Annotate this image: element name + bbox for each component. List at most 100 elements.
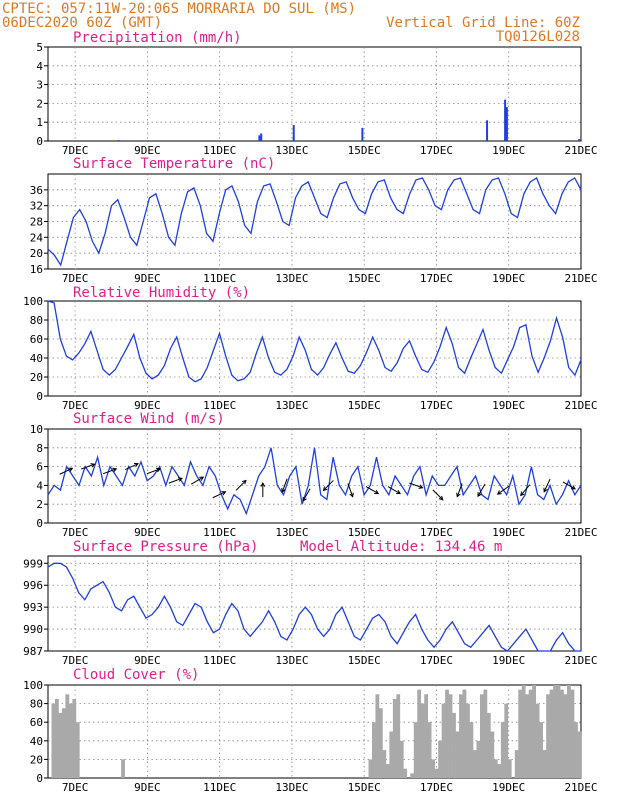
wind-wind-arrowhead (477, 492, 482, 498)
cloud-xtick-label: 19DEC (492, 781, 525, 794)
cloud-cloud-bar (65, 694, 70, 778)
wind-wind-arrowhead (241, 479, 247, 485)
temp-xtick-label: 21DEC (564, 272, 597, 285)
cloud-cloud-bar (382, 750, 387, 778)
press-frame (47, 555, 582, 652)
cloud-cloud-bar (448, 694, 453, 778)
precip-xtick-label: 7DEC (62, 144, 89, 157)
cloud-cloud-bar (375, 694, 380, 778)
precip-bar (117, 140, 120, 141)
wind-wind-arrowhead (438, 495, 444, 501)
cloud-cloud-bar (493, 759, 498, 778)
wind-wind-arrow (302, 488, 311, 502)
rh-xtick-label: 13DEC (275, 399, 308, 412)
temp-ytick-label: 16 (30, 263, 43, 276)
cloud-cloud-bar (549, 689, 554, 778)
cloud-cloud-bar (396, 694, 401, 778)
wind-wind-arrowhead (456, 492, 461, 498)
wind-wind-arrowhead (199, 476, 205, 481)
wind-wind-arrowhead (260, 482, 266, 487)
cloud-cloud-bar (72, 698, 77, 778)
cloud-cloud-bar (528, 689, 533, 778)
press-xtick-label: 17DEC (420, 654, 453, 667)
wind-xtick-label: 21DEC (564, 526, 597, 539)
cloud-cloud-bar (466, 703, 470, 778)
cloud-cloud-bar (479, 694, 484, 778)
cloud-cloud-bar (371, 722, 376, 778)
rh-xtick-label: 17DEC (420, 399, 453, 412)
precip-bar (578, 139, 581, 141)
cloud-cloud-bar (392, 698, 397, 778)
wind-wind-arrowhead (302, 496, 307, 502)
wind-wind-arrowhead (177, 477, 183, 482)
rh-series-line (47, 300, 582, 383)
press-xtick-label: 13DEC (275, 654, 308, 667)
cloud-cloud-bar (368, 759, 373, 778)
cloud-cloud-bar (504, 703, 509, 778)
temp-xtick-label: 7DEC (62, 272, 89, 285)
cloud-cloud-bar (577, 731, 582, 778)
wind-wind-arrowhead (156, 467, 162, 473)
wind-wind-arrowhead (281, 487, 286, 493)
cloud-cloud-bar (462, 689, 467, 778)
wind-wind-arrow (347, 483, 354, 497)
wind-wind-arrow (477, 483, 486, 497)
press-ytick-label: 987 (23, 645, 43, 658)
cloud-cloud-bar (424, 694, 429, 778)
cloud-xtick-label: 11DEC (203, 781, 236, 794)
precip-bar (258, 135, 261, 141)
rh-xtick-label: 19DEC (492, 399, 525, 412)
cloud-xtick-label: 17DEC (420, 781, 453, 794)
cloud-cloud-bar (521, 685, 526, 778)
temp-ytick-label: 32 (30, 200, 43, 213)
wind-wind-arrow (168, 477, 183, 484)
cloud-xtick-label: 21DEC (564, 781, 597, 794)
wind-xtick-label: 9DEC (134, 526, 161, 539)
press-altitude-note: Model Altitude: 134.46 m (300, 539, 502, 555)
cloud-cloud-bar (570, 689, 575, 778)
wind-wind-arrowhead (90, 463, 96, 468)
wind-wind-arrow (562, 481, 576, 490)
cloud-cloud-bar (455, 731, 460, 778)
press-xtick-label: 19DEC (492, 654, 525, 667)
cloud-cloud-bar (121, 759, 125, 778)
rh-frame (47, 300, 582, 397)
cloud-cloud-bar (486, 712, 491, 778)
temp-xtick-label: 9DEC (134, 272, 161, 285)
cloud-cloud-bar (445, 689, 449, 778)
precip-xtick-label: 9DEC (134, 144, 161, 157)
cloud-ytick-label: 0 (36, 772, 43, 785)
cloud-cloud-bar (459, 694, 463, 778)
temp-xtick-label: 17DEC (420, 272, 453, 285)
cloud-cloud-bar (556, 685, 561, 778)
cloud-ytick-label: 40 (30, 735, 43, 748)
temp-ytick-label: 36 (30, 184, 43, 197)
precip-ytick-label: 3 (36, 79, 43, 92)
cloud-cloud-bar (490, 731, 495, 778)
wind-ytick-label: 2 (36, 498, 43, 511)
cloud-cloud-bar (399, 740, 404, 778)
precip-ytick-label: 5 (36, 41, 43, 54)
cloud-cloud-bar (378, 708, 383, 778)
temp-ytick-label: 20 (30, 247, 43, 260)
wind-wind-arrow (520, 484, 531, 496)
cloud-cloud-bar (452, 712, 456, 778)
cloud-cloud-bar (560, 689, 564, 778)
wind-wind-arrowhead (221, 491, 227, 496)
wind-xtick-label: 17DEC (420, 526, 453, 539)
press-xtick-label: 11DEC (203, 654, 236, 667)
press-xtick-label: 21DEC (564, 654, 597, 667)
wind-wind-arrowhead (133, 462, 139, 468)
rh-xtick-label: 9DEC (134, 399, 161, 412)
cloud-cloud-bar (75, 722, 80, 778)
wind-wind-arrow (59, 467, 73, 475)
temp-xtick-label: 13DEC (275, 272, 308, 285)
precip-bar (505, 107, 508, 141)
cloud-cloud-bar (567, 685, 571, 778)
wind-ytick-label: 4 (36, 479, 43, 492)
cloud-cloud-bar (497, 764, 502, 778)
rh-xtick-label: 7DEC (62, 399, 89, 412)
wind-wind-arrow (323, 480, 334, 491)
wind-xtick-label: 15DEC (348, 526, 381, 539)
precip-bar (486, 120, 489, 141)
